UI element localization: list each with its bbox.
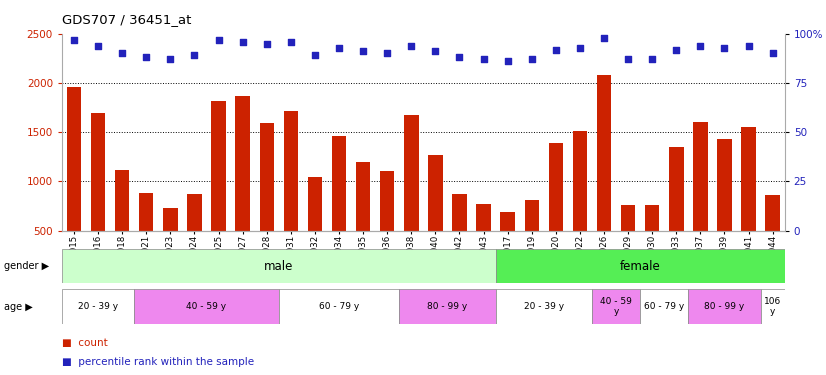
Point: [646, 56, 659, 62]
Text: 20 - 39 y: 20 - 39 y: [78, 302, 118, 311]
Point: [573, 45, 586, 51]
Bar: [259, 123, 274, 280]
Point: [549, 46, 563, 53]
Bar: [621, 205, 635, 280]
Point: [164, 56, 177, 62]
Bar: [669, 147, 683, 280]
Point: [236, 39, 249, 45]
Bar: [91, 114, 105, 280]
Text: ■  count: ■ count: [62, 338, 107, 348]
Bar: [452, 194, 467, 280]
Point: [670, 46, 683, 53]
Point: [405, 43, 418, 49]
Point: [453, 54, 466, 60]
Bar: [62, 289, 134, 324]
Bar: [115, 170, 130, 280]
Text: 80 - 99 y: 80 - 99 y: [427, 302, 468, 311]
Bar: [62, 249, 496, 283]
Bar: [332, 136, 346, 280]
Point: [525, 56, 539, 62]
Point: [68, 37, 81, 43]
Bar: [741, 127, 756, 280]
Text: male: male: [264, 260, 293, 273]
Point: [766, 51, 779, 57]
Bar: [477, 204, 491, 280]
Bar: [645, 205, 659, 280]
Bar: [188, 194, 202, 280]
Bar: [501, 212, 515, 280]
Bar: [761, 289, 785, 324]
Point: [260, 40, 273, 46]
Point: [284, 39, 297, 45]
Text: 80 - 99 y: 80 - 99 y: [705, 302, 744, 311]
Bar: [380, 171, 394, 280]
Point: [477, 56, 490, 62]
Text: 40 - 59
y: 40 - 59 y: [601, 297, 632, 316]
Point: [116, 51, 129, 57]
Point: [429, 48, 442, 54]
Text: 40 - 59 y: 40 - 59 y: [187, 302, 226, 311]
Bar: [640, 289, 688, 324]
Point: [357, 48, 370, 54]
Bar: [717, 139, 732, 280]
Point: [212, 37, 225, 43]
Text: 60 - 79 y: 60 - 79 y: [644, 302, 685, 311]
Bar: [163, 208, 178, 280]
Bar: [428, 155, 443, 280]
Bar: [356, 162, 370, 280]
Point: [308, 53, 321, 58]
Point: [188, 53, 201, 58]
Bar: [688, 289, 761, 324]
Text: 60 - 79 y: 60 - 79 y: [319, 302, 359, 311]
Point: [332, 45, 345, 51]
Point: [718, 45, 731, 51]
Bar: [404, 116, 419, 280]
Bar: [766, 195, 780, 280]
Point: [694, 43, 707, 49]
Bar: [235, 96, 249, 280]
Point: [597, 35, 610, 41]
Bar: [278, 289, 399, 324]
Text: age ▶: age ▶: [4, 302, 33, 312]
Point: [621, 56, 634, 62]
Text: gender ▶: gender ▶: [4, 261, 50, 271]
Bar: [399, 289, 496, 324]
Bar: [211, 101, 225, 280]
Bar: [496, 249, 785, 283]
Bar: [496, 289, 592, 324]
Bar: [134, 289, 278, 324]
Point: [381, 51, 394, 57]
Text: female: female: [620, 260, 661, 273]
Bar: [596, 75, 611, 280]
Bar: [525, 200, 539, 280]
Bar: [572, 131, 587, 280]
Bar: [139, 193, 154, 280]
Bar: [592, 289, 640, 324]
Bar: [693, 122, 708, 280]
Point: [92, 43, 105, 49]
Text: ■  percentile rank within the sample: ■ percentile rank within the sample: [62, 357, 254, 367]
Text: 106
y: 106 y: [764, 297, 781, 316]
Bar: [307, 177, 322, 280]
Bar: [548, 143, 563, 280]
Bar: [283, 111, 298, 280]
Point: [140, 54, 153, 60]
Point: [742, 43, 755, 49]
Text: 20 - 39 y: 20 - 39 y: [524, 302, 564, 311]
Text: GDS707 / 36451_at: GDS707 / 36451_at: [62, 13, 192, 26]
Point: [501, 58, 515, 64]
Bar: [67, 87, 81, 280]
